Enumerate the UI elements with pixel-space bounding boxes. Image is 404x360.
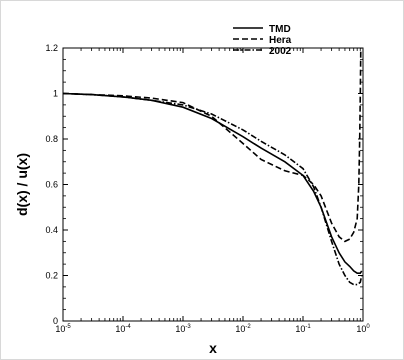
y-tick-label: 1.2 [45,43,58,53]
legend-label-2002: 2002 [269,46,292,57]
plot-area-frame [62,47,364,322]
x-tick-label: 10-2 [235,324,251,334]
y-axis-label: d(x) / u(x) [14,153,30,216]
series-line-2002 [62,92,363,286]
series-lines [62,47,363,286]
y-tick-label: 0.8 [45,134,58,144]
y-tick-label: 0 [53,316,58,326]
x-tick-label: 100 [356,324,370,334]
x-tick-label: 10-5 [55,324,71,334]
x-tick-label: 10-4 [115,324,131,334]
legend-label-tmd: TMD [269,24,291,35]
x-tick-label: 10-3 [175,324,191,334]
y-tick-label: 0.2 [45,271,58,281]
series-line-tmd [62,92,363,275]
y-tick-label: 0.4 [45,225,58,235]
x-tick-label: 10-1 [295,324,311,334]
y-tick-label: 0.6 [45,180,58,190]
y-tick-label: 1 [53,89,58,99]
tick-labels: 0 0.2 0.4 0.6 0.8 1 1.2 10-5 10-4 10-3 10-2 10-1 100 [45,43,370,334]
series-line-hera [62,47,362,243]
x-axis-label: x [209,340,217,356]
axis-ticks [62,47,364,322]
legend-label-hera: Hera [269,35,292,46]
